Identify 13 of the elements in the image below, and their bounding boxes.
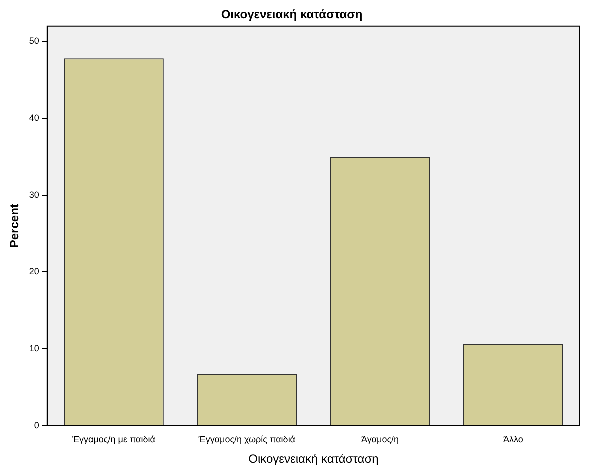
- y-tick-label: 40: [29, 113, 40, 124]
- chart-title: Οικογενειακή κατάσταση: [221, 8, 363, 22]
- x-tick-label: Έγγαμος/η με παιδιά: [71, 434, 156, 445]
- y-tick-label: 20: [29, 266, 40, 277]
- y-tick-label: 10: [29, 343, 40, 354]
- y-tick-label: 30: [29, 190, 40, 200]
- x-tick-label: Άγαμος/η: [361, 434, 400, 445]
- x-tick-label: Έγγαμος/η χωρίς παιδιά: [198, 434, 296, 445]
- y-axis-title: Percent: [8, 204, 22, 248]
- x-axis-title: Οικογενειακή κατάσταση: [248, 452, 379, 466]
- x-tick-label: Άλλο: [503, 434, 524, 445]
- y-tick-label: 0: [34, 420, 40, 430]
- y-tick-label: 50: [29, 36, 40, 46]
